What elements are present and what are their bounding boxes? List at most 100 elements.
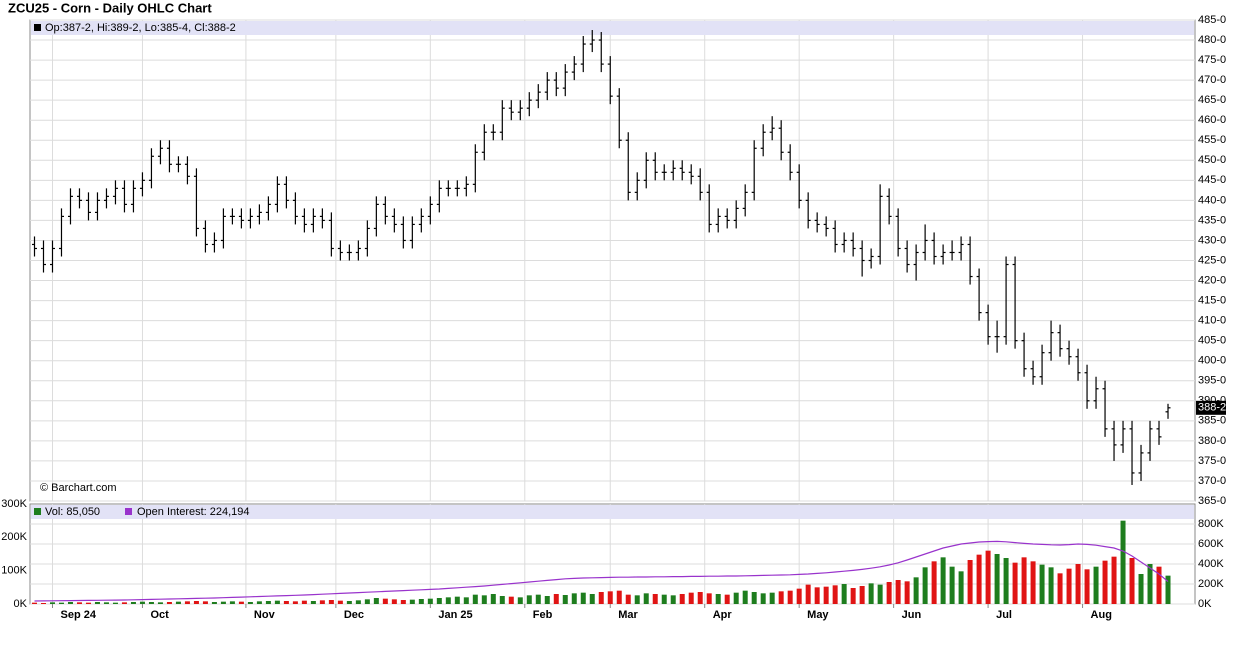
volume-bar <box>850 588 856 604</box>
y2-tick-label: 400K <box>1198 558 1224 570</box>
volume-bar <box>841 584 847 604</box>
x-tick-label: Aug <box>1091 609 1112 621</box>
volume-bar <box>94 602 100 604</box>
volume-bar <box>454 596 460 604</box>
volume-bar <box>958 571 964 604</box>
x-tick-label: Jul <box>996 609 1012 621</box>
volume-bar <box>175 601 181 604</box>
volume-bar <box>76 602 82 604</box>
volume-bar <box>823 586 829 604</box>
volume-bar <box>688 592 694 604</box>
y2-tick-label: 600K <box>1198 538 1224 550</box>
volume-bar <box>1003 558 1009 604</box>
volume-bar <box>652 594 658 604</box>
volume-bar <box>967 560 973 604</box>
volume-bar <box>283 601 289 604</box>
volume-panel <box>29 503 1196 605</box>
volume-bar <box>202 601 208 604</box>
volume-bar <box>625 594 631 604</box>
volume-bar <box>1111 556 1117 604</box>
volume-bar <box>481 595 487 604</box>
volume-bar <box>922 567 928 604</box>
volume-bar <box>517 597 523 604</box>
volume-bar <box>148 602 154 604</box>
volume-bar <box>580 592 586 604</box>
volume-bar <box>931 561 937 604</box>
volume-bar <box>463 597 469 604</box>
volume-bar <box>472 594 478 604</box>
volume-bar <box>499 596 505 604</box>
y-tick-label: 365-0 <box>1198 495 1226 507</box>
volume-bar <box>220 601 226 604</box>
volume-bar <box>112 602 118 604</box>
x-tick-label: Sep 24 <box>60 609 96 621</box>
last-price-label: 388-2 <box>1198 402 1226 414</box>
volume-bar <box>445 597 451 604</box>
volume-bar <box>265 601 271 604</box>
volume-bar <box>1066 568 1072 604</box>
volume-bar <box>364 599 370 604</box>
volume-bar <box>553 594 559 604</box>
volume-bar <box>742 590 748 604</box>
volume-bar <box>1057 573 1063 604</box>
volume-bar <box>805 584 811 604</box>
volume-bar <box>985 550 991 604</box>
volume-bar <box>436 598 442 604</box>
volume-legend-bar <box>31 505 1194 519</box>
volume-bar <box>49 602 55 604</box>
volume-bar <box>247 602 253 604</box>
y2-tick-label: 800K <box>1198 518 1224 530</box>
volume-bar <box>1048 567 1054 604</box>
volume-bar <box>508 596 514 604</box>
y-tick-label: 435-0 <box>1198 214 1226 226</box>
y-tick-label: 415-0 <box>1198 294 1226 306</box>
y-tick-label: 100K <box>1 565 27 577</box>
x-tick-label: Nov <box>254 609 276 621</box>
volume-bar <box>211 602 217 604</box>
y-tick-label: 440-0 <box>1198 194 1226 206</box>
volume-bar <box>31 602 37 604</box>
volume-bar <box>877 584 883 604</box>
volume-bar <box>166 602 172 604</box>
volume-bar <box>679 594 685 604</box>
volume-bar <box>886 582 892 604</box>
volume-bar <box>121 602 127 604</box>
volume-bar <box>832 585 838 604</box>
volume-bar <box>130 602 136 604</box>
y-tick-label: 465-0 <box>1198 94 1226 106</box>
volume-bar <box>598 592 604 604</box>
volume-bar <box>391 599 397 604</box>
volume-bar <box>787 590 793 604</box>
volume-bar <box>346 601 352 604</box>
volume-bar <box>769 592 775 604</box>
volume-bar <box>949 566 955 604</box>
volume-bar <box>1156 566 1162 604</box>
y-tick-label: 475-0 <box>1198 54 1226 66</box>
y2-tick-label: 200K <box>1198 578 1224 590</box>
volume-bar <box>859 586 865 604</box>
volume-bar <box>715 594 721 604</box>
volume-bar <box>697 592 703 604</box>
volume-bar <box>418 599 424 604</box>
volume-bar <box>229 601 235 604</box>
volume-bar <box>706 593 712 604</box>
volume-bar <box>796 588 802 604</box>
x-tick-label: Dec <box>344 609 364 621</box>
volume-bar <box>301 600 307 604</box>
legend-swatch <box>34 24 41 31</box>
volume-bar <box>409 599 415 604</box>
x-tick-label: Apr <box>713 609 733 621</box>
volume-bar <box>724 594 730 604</box>
volume-bar <box>1030 561 1036 604</box>
volume-bar <box>760 593 766 604</box>
y-tick-label: 380-0 <box>1198 435 1226 447</box>
volume-bar <box>607 591 613 604</box>
volume-bar <box>157 602 163 604</box>
y-tick-label: 480-0 <box>1198 34 1226 46</box>
open-interest-line <box>34 540 1169 602</box>
volume-bar <box>616 590 622 604</box>
x-tick-label: Oct <box>150 609 169 621</box>
volume-bar <box>1012 562 1018 604</box>
